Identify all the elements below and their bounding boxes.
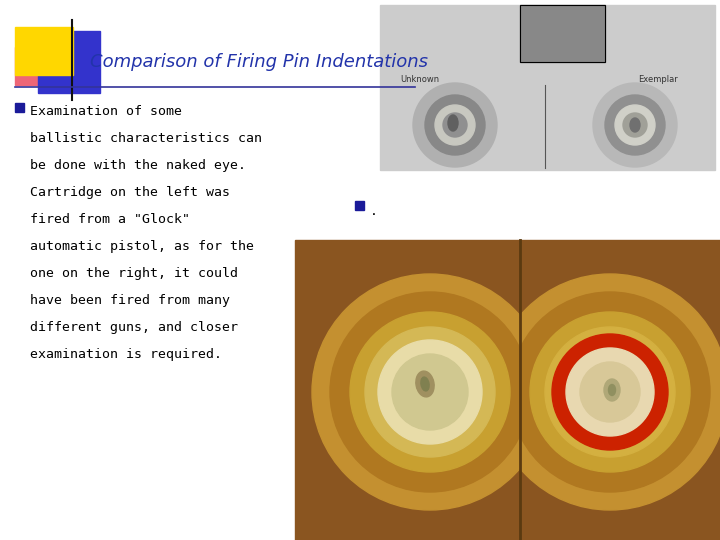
Ellipse shape <box>421 377 429 391</box>
Text: automatic pistol, as for the: automatic pistol, as for the <box>30 240 254 253</box>
Circle shape <box>392 354 468 430</box>
Ellipse shape <box>416 371 434 397</box>
Ellipse shape <box>608 384 616 395</box>
Bar <box>520 5 605 62</box>
Text: be done with the naked eye.: be done with the naked eye. <box>30 159 246 172</box>
Circle shape <box>623 113 647 137</box>
Circle shape <box>330 292 530 492</box>
Text: Cartridge on the left was: Cartridge on the left was <box>30 186 230 199</box>
Ellipse shape <box>448 115 458 131</box>
Text: Exemplar: Exemplar <box>638 75 678 84</box>
Bar <box>520 5 605 62</box>
Circle shape <box>443 113 467 137</box>
Circle shape <box>350 312 510 472</box>
Bar <box>15 27 73 75</box>
Text: examination is required.: examination is required. <box>30 348 222 361</box>
Text: one on the right, it could: one on the right, it could <box>30 267 238 280</box>
Bar <box>380 5 715 170</box>
Circle shape <box>492 274 720 510</box>
Circle shape <box>365 327 495 457</box>
Text: have been fired from many: have been fired from many <box>30 294 230 307</box>
Text: different guns, and closer: different guns, and closer <box>30 321 238 334</box>
Text: .: . <box>370 205 378 218</box>
Circle shape <box>413 83 497 167</box>
Circle shape <box>530 312 690 472</box>
Circle shape <box>615 105 655 145</box>
Text: Unknown: Unknown <box>400 75 439 84</box>
Circle shape <box>566 348 654 436</box>
Ellipse shape <box>630 118 640 132</box>
Circle shape <box>425 95 485 155</box>
Circle shape <box>312 274 548 510</box>
Circle shape <box>552 334 668 450</box>
Circle shape <box>378 340 482 444</box>
Text: Comparison of Firing Pin Indentations: Comparison of Firing Pin Indentations <box>90 53 428 71</box>
Bar <box>38 31 100 93</box>
Bar <box>295 240 720 540</box>
Circle shape <box>593 83 677 167</box>
Ellipse shape <box>604 379 620 401</box>
Text: Examination of some: Examination of some <box>30 105 182 118</box>
Circle shape <box>605 95 665 155</box>
Text: fired from a "Glock": fired from a "Glock" <box>30 213 190 226</box>
Bar <box>15 103 24 112</box>
Circle shape <box>580 362 640 422</box>
Bar <box>355 201 364 210</box>
Bar <box>15 47 67 85</box>
Circle shape <box>545 327 675 457</box>
Text: ballistic characteristics can: ballistic characteristics can <box>30 132 262 145</box>
Circle shape <box>510 292 710 492</box>
Circle shape <box>435 105 475 145</box>
